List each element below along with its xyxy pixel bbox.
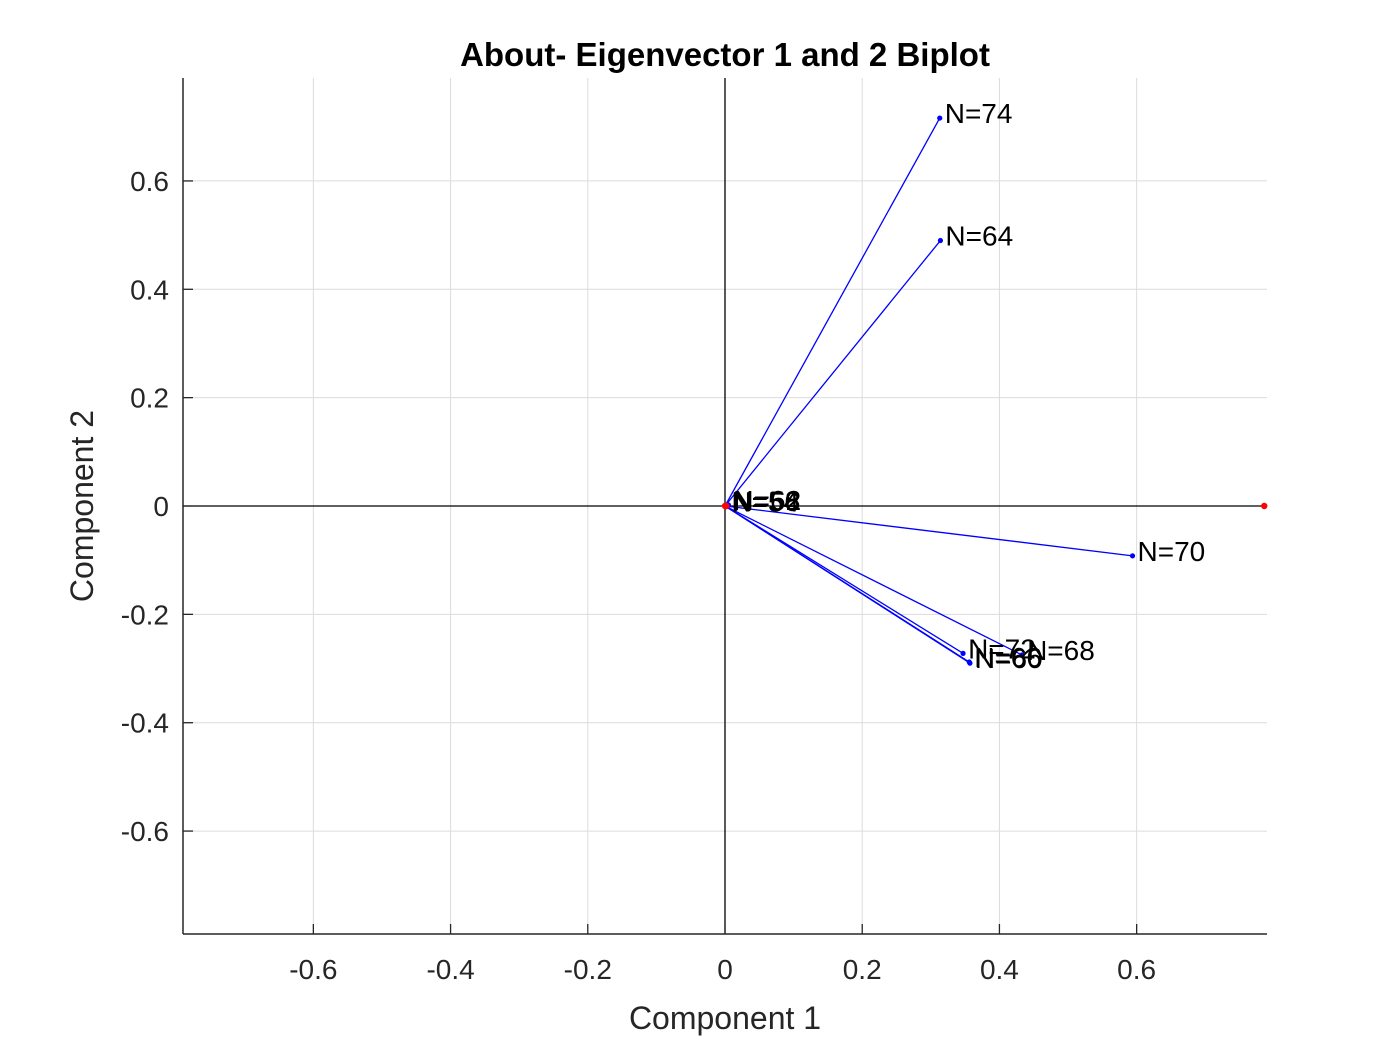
vector-label: N=66 <box>974 642 1042 673</box>
vector-line <box>724 117 941 507</box>
x-tick-label: -0.2 <box>564 954 612 985</box>
vector-label: N=74 <box>945 98 1013 129</box>
x-tick-label: 0.2 <box>843 954 882 985</box>
y-tick-label: 0.2 <box>130 383 169 414</box>
y-tick-label: -0.4 <box>121 708 169 739</box>
vector-line <box>724 240 941 507</box>
vector-endpoint <box>960 650 966 656</box>
vector-label: N=62 <box>733 485 801 516</box>
chart-title: About- Eigenvector 1 and 2 Biplot <box>460 36 990 73</box>
vector-endpoint <box>967 660 973 666</box>
vector-endpoint <box>1019 652 1025 658</box>
y-tick-label: -0.6 <box>121 816 169 847</box>
vector-label: N=54 <box>731 487 799 518</box>
x-tick-label: 0 <box>717 954 733 985</box>
observation-point <box>1261 502 1268 510</box>
vector-label: N=72 <box>968 633 1036 664</box>
vector-labels: N=74 N=64 N=70 N=72N=68N=66N=60 N=62N=58N=56… <box>731 98 1205 674</box>
vector-label: N=64 <box>945 221 1013 252</box>
x-tick-label: 0.4 <box>980 954 1019 985</box>
x-axis-label: Component 1 <box>629 1000 821 1036</box>
vector-endpoint <box>937 237 944 244</box>
y-tick-label: 0.4 <box>130 274 169 305</box>
vector-line <box>724 505 964 654</box>
vector-line <box>724 505 971 664</box>
vector-label: N=70 <box>1138 536 1206 567</box>
vector-endpoint <box>1129 553 1136 559</box>
y-axis-label: Component 2 <box>64 410 100 602</box>
vector-label: N=60 <box>975 643 1043 674</box>
y-tick-label: 0.6 <box>130 166 169 197</box>
x-tick-label: -0.6 <box>289 954 337 985</box>
y-tick-label: 0 <box>153 491 169 522</box>
observation-point <box>723 502 730 510</box>
vector-endpoint <box>937 115 943 121</box>
vector-label: N=56 <box>732 486 800 517</box>
y-tick-label: -0.2 <box>121 599 169 630</box>
y-tick-labels: -0.6 -0.4 -0.2 0 0.2 0.4 0.6 <box>121 166 169 847</box>
vector-label: N=68 <box>1027 635 1095 666</box>
x-tick-labels: -0.6 -0.4 -0.2 0 0.2 0.4 0.6 <box>289 954 1156 985</box>
tick-marks <box>183 180 1138 934</box>
vector-line <box>724 505 1023 656</box>
observation-points <box>721 502 1268 510</box>
x-tick-label: -0.4 <box>426 954 474 985</box>
vector-label: N=58 <box>733 485 801 516</box>
vector-line <box>724 505 1133 557</box>
x-tick-label: 0.6 <box>1117 954 1156 985</box>
